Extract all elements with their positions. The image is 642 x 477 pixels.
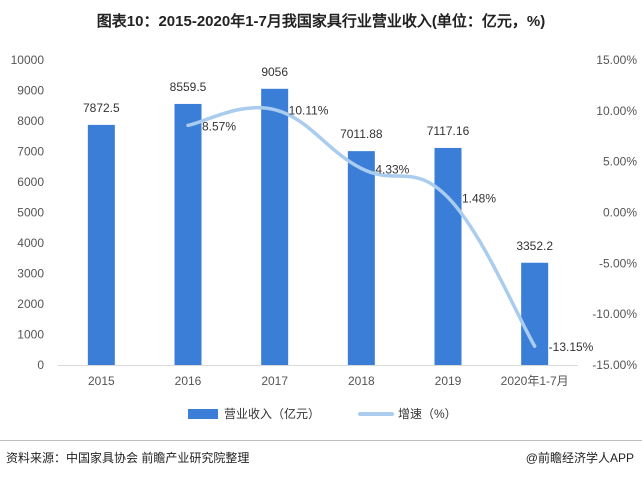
- legend-bar-swatch: [188, 409, 218, 419]
- line-value-label: 1.48%: [462, 191, 496, 205]
- bar: [521, 262, 549, 365]
- bar-value-label: 7011.88: [340, 127, 383, 141]
- chart-title: 图表10：2015-2020年1-7月我国家具行业营业收入(单位：亿元，%): [96, 13, 546, 30]
- y-left-tick-label: 7000: [17, 145, 44, 159]
- bar-value-label: 3352.2: [516, 239, 553, 253]
- bar: [174, 103, 202, 366]
- x-tick-label: 2020年1-7月: [501, 374, 569, 388]
- credit-note: @前瞻经济学人APP: [525, 451, 634, 465]
- line-value-label: 8.57%: [202, 119, 236, 133]
- y-left-tick-label: 10000: [11, 53, 45, 67]
- legend-line-label: 增速（%）: [398, 407, 457, 421]
- footer-divider: [0, 440, 642, 441]
- y-right-tick-label: 5.00%: [603, 155, 637, 169]
- line-value-label: 4.33%: [375, 162, 409, 176]
- y-left-tick-label: 9000: [17, 84, 44, 98]
- x-tick-label: 2015: [88, 374, 115, 388]
- y-left-tick-label: 4000: [17, 236, 44, 250]
- x-tick-label: 2017: [261, 374, 288, 388]
- y-right-tick-label: -10.00%: [592, 307, 637, 321]
- bar-value-label: 9056: [261, 65, 288, 79]
- x-tick-label: 2018: [348, 374, 375, 388]
- bar: [261, 88, 289, 366]
- y-right-tick-label: -5.00%: [599, 256, 637, 270]
- y-left-tick-label: 0: [37, 358, 44, 372]
- line-value-label: 10.11%: [289, 104, 329, 118]
- line-value-label: -13.15%: [549, 340, 594, 354]
- source-note: 资料来源：中国家具协会 前瞻产业研究院整理: [6, 451, 250, 465]
- y-left-tick-label: 3000: [17, 267, 44, 281]
- y-right-tick-label: 10.00%: [596, 104, 637, 118]
- y-left-tick-label: 1000: [17, 328, 44, 342]
- y-right-tick-label: -15.00%: [592, 358, 637, 372]
- y-left-tick-label: 2000: [17, 297, 44, 311]
- legend-bar-label: 营业收入（亿元）: [224, 406, 320, 421]
- growth-line: [186, 105, 537, 348]
- x-tick-label: 2016: [175, 374, 202, 388]
- y-left-tick-label: 8000: [17, 114, 44, 128]
- y-left-tick-label: 6000: [17, 175, 44, 189]
- bar-value-label: 7872.5: [83, 101, 120, 115]
- x-tick-label: 2019: [435, 374, 462, 388]
- bar: [87, 124, 115, 365]
- y-right-tick-label: 0.00%: [603, 206, 637, 220]
- y-left-tick-label: 5000: [17, 206, 44, 220]
- bar: [434, 147, 462, 365]
- bar: [347, 151, 375, 365]
- bar-value-label: 7117.16: [427, 124, 470, 138]
- bar-value-label: 8559.5: [170, 80, 207, 94]
- y-right-tick-label: 15.00%: [596, 53, 637, 67]
